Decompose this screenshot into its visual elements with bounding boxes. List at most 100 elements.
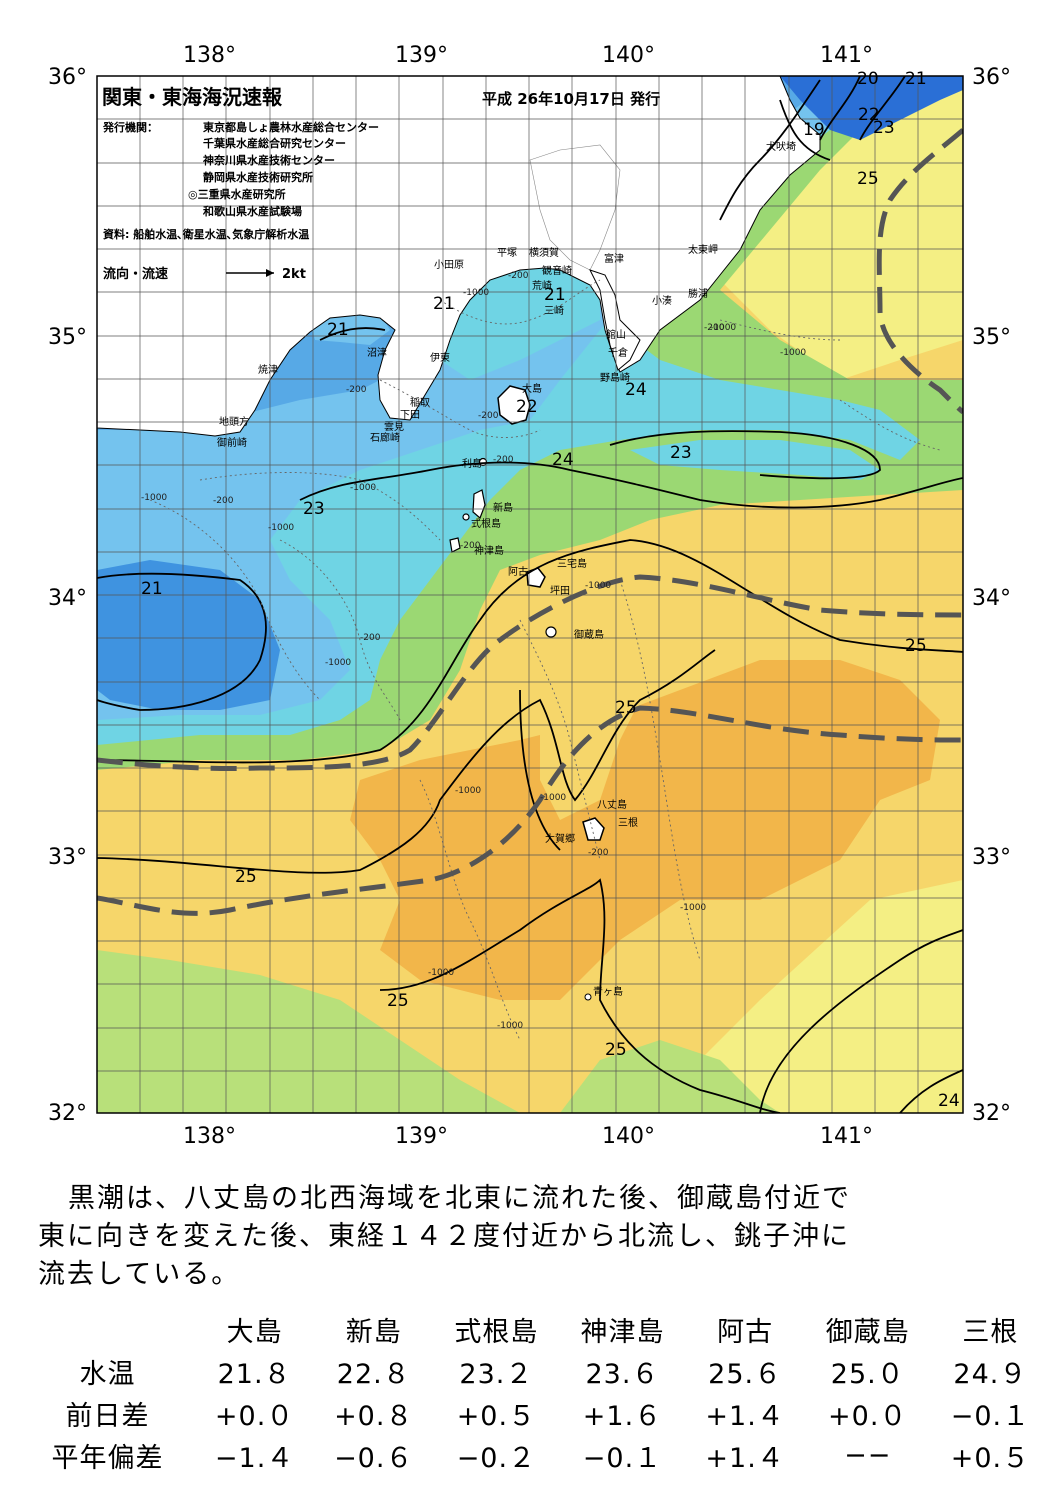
- table-cell: −1.４: [214, 1442, 295, 1474]
- row-label: 水温: [79, 1358, 136, 1390]
- zone-yellow-inset: [540, 690, 640, 820]
- place-oshima: 大島: [522, 382, 542, 395]
- place-toshima: 利島: [462, 457, 482, 470]
- summary-line-1: 黒潮は、八丈島の北西海域を北東に流れた後、御蔵島付近で: [68, 1183, 851, 1214]
- isotherm-lines: [97, 76, 963, 1113]
- lat-label-36-right: 36°: [972, 65, 1011, 90]
- isotherm-label: 21: [433, 294, 455, 314]
- place-kumomi: 雲見: [384, 421, 404, 433]
- depth-labels: -200 -1000 -200 -1000 -200 -200 -200 -10…: [141, 271, 806, 1031]
- zone-pale-yellow-northeast: [720, 76, 963, 380]
- depth-label: -1000: [141, 493, 167, 503]
- lon-label-140-top: 140°: [602, 43, 655, 68]
- table-cell: −−: [844, 1439, 892, 1471]
- place-niijima: 新島: [493, 501, 513, 514]
- sea-temperature-map: 138° 139° 140° 141° 138° 139° 140° 141° …: [48, 43, 1011, 1149]
- agency-1: 東京都島しょ農林水産総合センター: [203, 120, 379, 134]
- isotherm-label: 21: [544, 285, 566, 305]
- agency-3: 神奈川県水産技術センター: [203, 153, 335, 167]
- depth-label: -200: [588, 848, 609, 858]
- depth-label: -1000: [463, 288, 489, 298]
- place-numazu: 沼津: [367, 346, 387, 359]
- place-kozushima: 神津島: [474, 544, 504, 557]
- agency-5: ◎三重県水産研究所: [188, 187, 286, 201]
- issue-date: 平成 26年10月17日 発行: [482, 90, 660, 108]
- map-title: 関東・東海海況速報: [102, 85, 283, 109]
- row-label: 平年偏差: [51, 1442, 164, 1474]
- lat-label-35-right: 35°: [972, 325, 1011, 350]
- current-legend-label: 流向・流速: [103, 266, 168, 282]
- agency-4: 静岡県水産技術研究所: [203, 170, 313, 184]
- place-aogashima: 青ヶ島: [593, 985, 623, 998]
- depth-label: -1000: [540, 793, 566, 803]
- isotherm-label: 25: [387, 991, 409, 1011]
- lon-labels-bottom: 138° 139° 140° 141°: [183, 1124, 873, 1149]
- aogashima-island: [584, 993, 592, 1001]
- table-row: 水温 21.８ 22.８ 23.２ 23.６ 25.６ 25.０ 24.９: [20, 1350, 1050, 1392]
- island-temperature-table: 大島 新島 式根島 神津島 阿古 御蔵島 三根 水温 21.８ 22.８ 23.…: [20, 1308, 1050, 1476]
- boso-peninsula: [589, 269, 641, 371]
- current-legend-scale: 2kt: [282, 267, 306, 282]
- place-chikura: 千倉: [608, 346, 628, 359]
- place-odawara: 小田原: [434, 259, 464, 271]
- depth-label: -200: [360, 633, 381, 643]
- current-legend-arrowhead: [266, 269, 274, 277]
- lon-label-139-bottom: 139°: [395, 1124, 448, 1149]
- bathymetry-contours: [149, 279, 941, 1041]
- zone-light-green-southwest: [97, 950, 520, 1113]
- place-kominato: 小湊: [652, 294, 672, 307]
- isotherm-label: 22: [516, 397, 538, 417]
- lat-label-32-left: 32°: [48, 1101, 87, 1126]
- table-cell: +1.６: [582, 1400, 663, 1432]
- zone-deep-blue-northeast: [780, 76, 963, 140]
- lat-labels-right: 36° 35° 34° 33° 32°: [972, 65, 1011, 1126]
- depth-label: -200: [460, 541, 481, 551]
- place-kannonzaki: 観音崎: [542, 264, 572, 277]
- lat-label-35-left: 35°: [48, 325, 87, 350]
- place-okago: 大賀郷: [545, 832, 575, 845]
- table-cell: 22.８: [336, 1358, 411, 1390]
- summary-line-3: 流去している。: [38, 1259, 241, 1290]
- isotherm-label: 20: [857, 69, 879, 89]
- place-nojimazaki: 野島崎: [600, 371, 630, 384]
- place-miyakejima: 三宅島: [557, 557, 587, 570]
- place-shimoda: 下田: [400, 410, 420, 421]
- table-cell: +0.５: [456, 1400, 537, 1432]
- lon-label-141-top: 141°: [820, 43, 873, 68]
- isotherm-label: 25: [615, 698, 637, 718]
- place-tomitsu: 富津: [604, 252, 624, 265]
- table-cell: 23.６: [585, 1358, 660, 1390]
- place-ako: 阿古: [508, 565, 528, 578]
- col-header: 式根島: [454, 1316, 539, 1348]
- depth-label: -200: [213, 496, 234, 506]
- isotherm-label: 21: [905, 69, 927, 89]
- lat-label-33-right: 33°: [972, 845, 1011, 870]
- map-frame: [96, 75, 964, 1114]
- place-omaezaki: 御前崎: [217, 436, 247, 449]
- place-misaki: 三崎: [544, 304, 564, 317]
- place-yaizu: 焼津: [258, 364, 278, 376]
- place-katsuura: 勝浦: [688, 287, 708, 300]
- isotherm-label: 25: [857, 169, 879, 189]
- lat-label-34-left: 34°: [48, 586, 87, 611]
- table-cell: +1.４: [705, 1400, 785, 1432]
- table-cell: +1.４: [705, 1442, 785, 1474]
- table-cell: 23.２: [459, 1358, 534, 1390]
- zone-suruga-bay: [310, 312, 390, 345]
- lon-label-138-top: 138°: [183, 43, 236, 68]
- depth-label: -1000: [497, 1021, 523, 1031]
- col-header: 阿古: [717, 1316, 774, 1348]
- place-inubosaki: 犬吠埼: [766, 140, 796, 153]
- lat-label-33-left: 33°: [48, 845, 87, 870]
- table-cell: −0.２: [456, 1442, 537, 1474]
- shikinejima-island: [462, 513, 470, 521]
- depth-label: -1000: [268, 523, 294, 533]
- mikurajima-island: [545, 626, 557, 638]
- zone-pale-yellow-south: [600, 880, 963, 1113]
- lat-lon-grid: [97, 76, 963, 1113]
- table-cell: 24.９: [953, 1358, 1028, 1390]
- table-cell: +0.５: [950, 1442, 1031, 1474]
- depth-label: -1000: [428, 968, 454, 978]
- isotherm-label: 21: [327, 320, 349, 340]
- oshima-island: [497, 385, 531, 425]
